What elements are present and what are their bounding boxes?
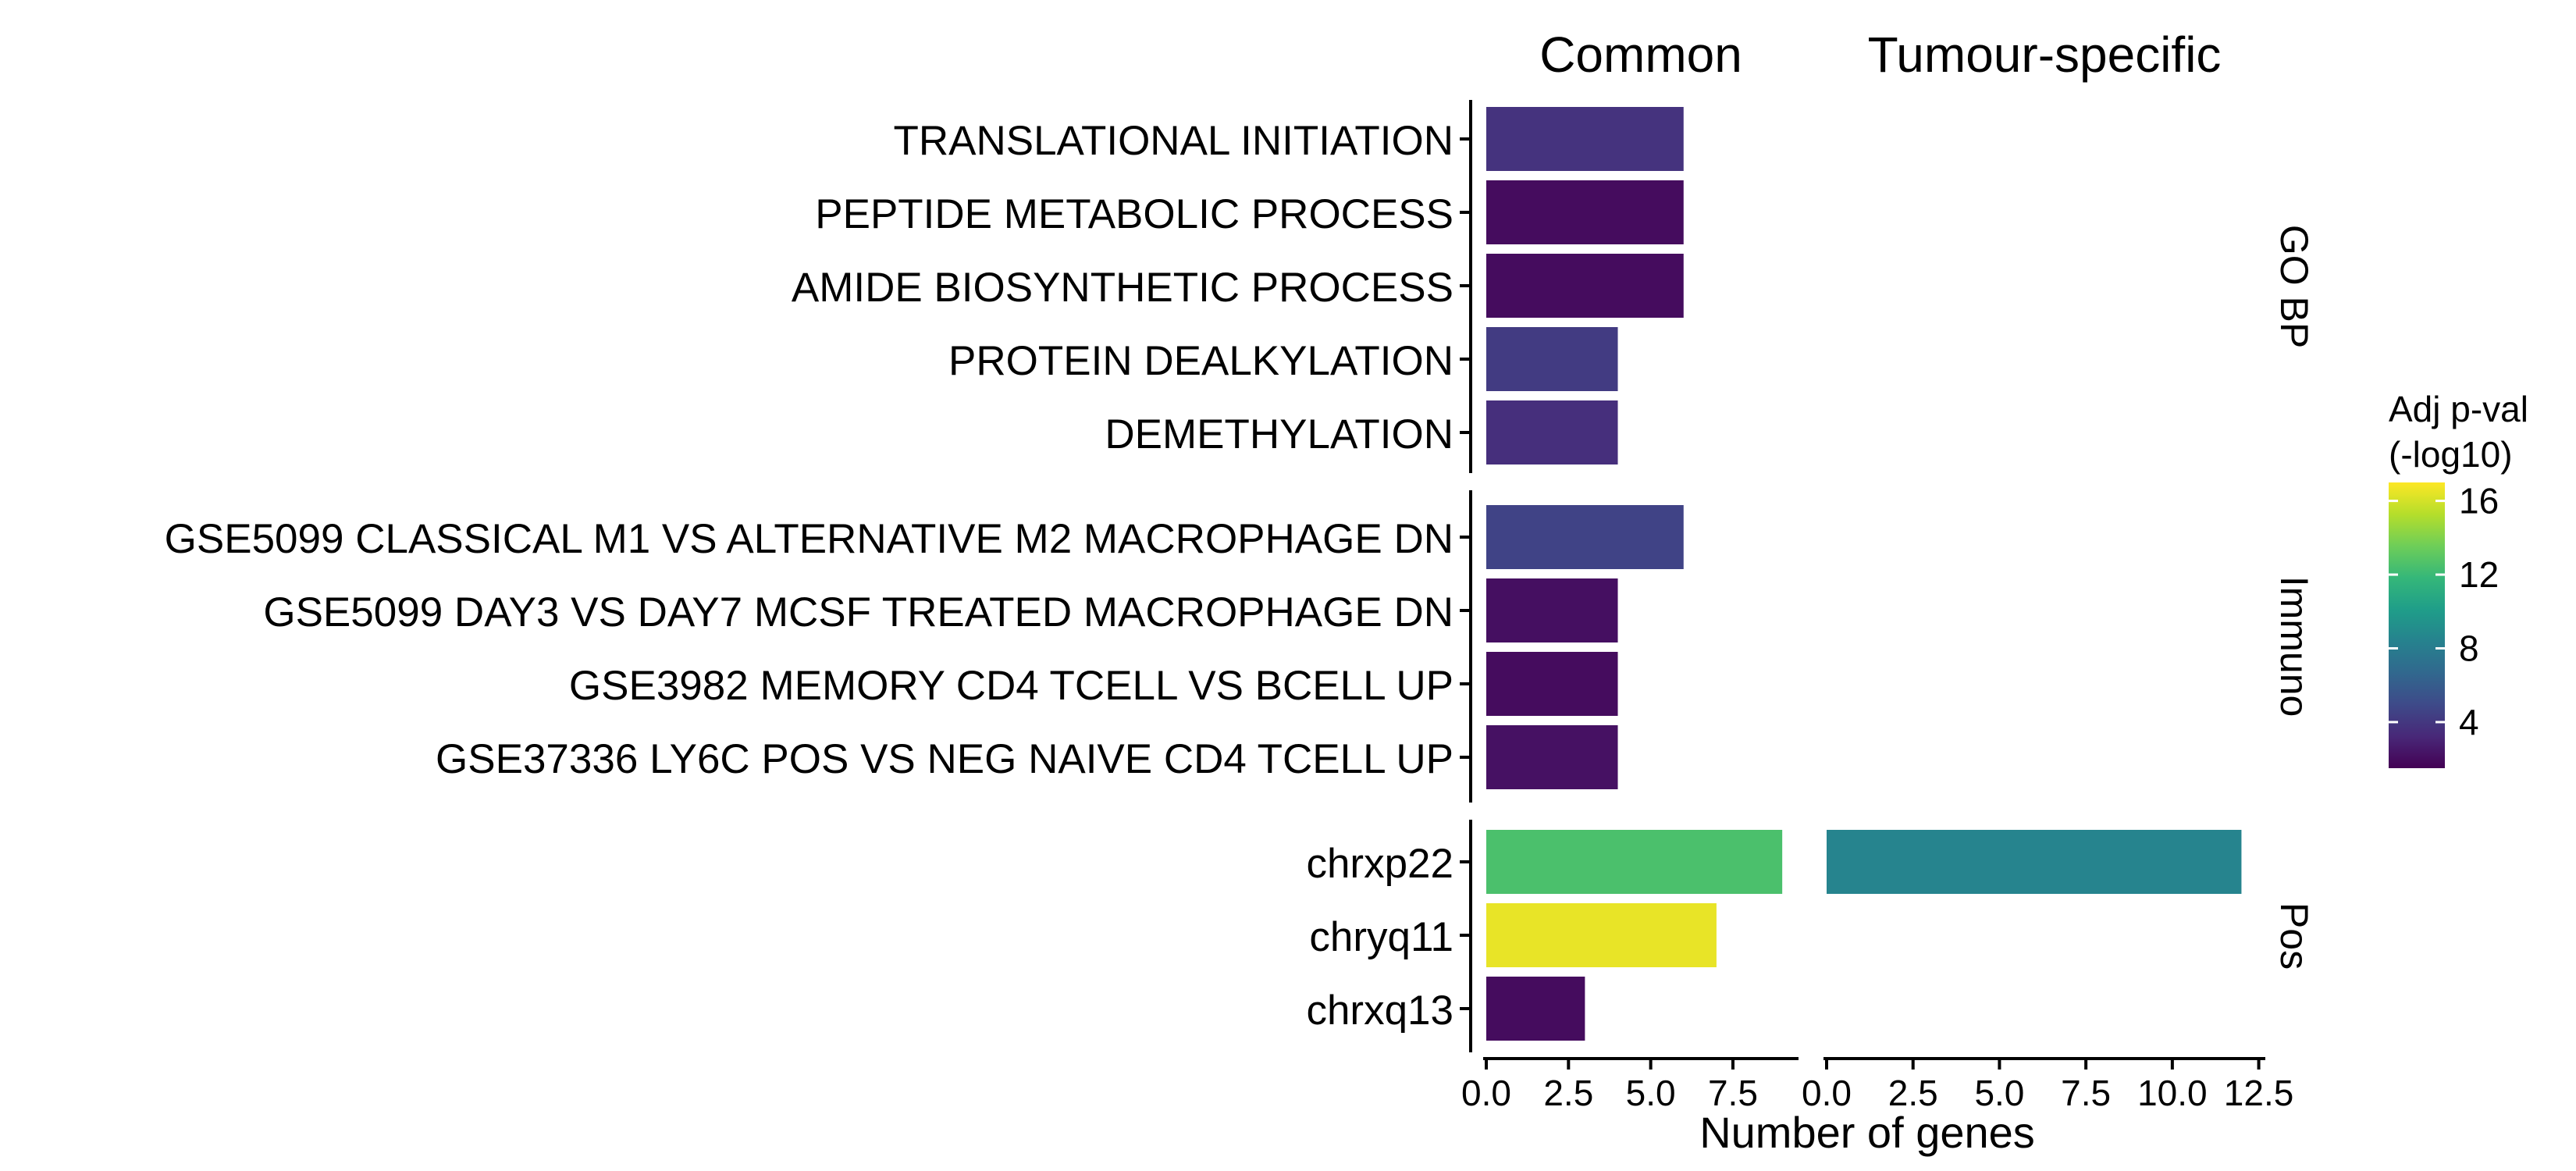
bar-common-gse5099-day3-vs-day7-mcsf-treated-macrophage-dn [1486,578,1618,642]
bar-common-gse37336-ly6c-pos-vs-neg-naive-cd4-tcell-up [1486,725,1618,789]
bar-common-protein-dealkylation [1486,327,1618,391]
x-tick-label: 5.0 [1626,1073,1676,1113]
x-tick-label: 12.5 [2224,1073,2294,1113]
category-label: GSE3982 MEMORY CD4 TCELL VS BCELL UP [569,663,1453,709]
row-facet-label-go-bp: GO BP [2272,225,2316,348]
x-tick-label: 2.5 [1888,1073,1938,1113]
x-axis-title: Number of genes [1699,1108,2035,1157]
legend-colorbar [2389,482,2445,768]
bar-common-gse5099-classical-m1-vs-alternative-m2-macrophage-dn [1486,505,1684,569]
x-tick-label: 7.5 [1708,1073,1758,1113]
category-label: GSE5099 CLASSICAL M1 VS ALTERNATIVE M2 M… [165,516,1453,562]
bar-common-peptide-metabolic-process [1486,180,1684,244]
category-label: chryq11 [1309,914,1453,960]
bar-tumour-specific-chrxp22 [1827,830,2242,894]
x-tick-label: 7.5 [2061,1073,2111,1113]
category-label: GSE5099 DAY3 VS DAY7 MCSF TREATED MACROP… [263,589,1453,635]
facet-title-tumour-specific: Tumour-specific [1868,27,2222,83]
category-label: PEPTIDE METABOLIC PROCESS [815,191,1453,237]
legend-title-line2: (-log10) [2389,434,2513,475]
legend-tick-label: 12 [2459,554,2499,595]
category-label: chrxp22 [1306,841,1453,887]
category-label: chrxq13 [1306,988,1453,1034]
row-facet-label-immuno: Immuno [2272,576,2316,717]
bar-common-translational-initiation [1486,107,1684,171]
category-label: TRANSLATIONAL INITIATION [893,118,1453,164]
legend-tick-label: 4 [2459,702,2479,742]
category-label: GSE37336 LY6C POS VS NEG NAIVE CD4 TCELL… [436,736,1453,782]
legend-tick-label: 16 [2459,481,2499,521]
row-facet-label-pos: Pos [2272,902,2316,970]
bar-common-chrxq13 [1486,977,1585,1041]
category-label: AMIDE BIOSYNTHETIC PROCESS [792,265,1453,311]
bar-common-chryq11 [1486,903,1717,967]
bar-common-gse3982-memory-cd4-tcell-vs-bcell-up [1486,652,1618,716]
x-tick-label: 0.0 [1802,1073,1852,1113]
x-tick-label: 10.0 [2137,1073,2208,1113]
bar-common-demethylation [1486,400,1618,464]
legend-title-line1: Adj p-val [2389,389,2528,429]
bar-common-chrxp22 [1486,830,1783,894]
category-label: PROTEIN DEALKYLATION [948,338,1453,384]
x-tick-label: 2.5 [1543,1073,1593,1113]
legend-tick-label: 8 [2459,628,2479,669]
x-tick-label: 5.0 [1974,1073,2024,1113]
bar-common-amide-biosynthetic-process [1486,254,1684,318]
x-tick-label: 0.0 [1461,1073,1511,1113]
category-label: DEMETHYLATION [1105,411,1453,457]
facet-title-common: Common [1539,27,1742,83]
